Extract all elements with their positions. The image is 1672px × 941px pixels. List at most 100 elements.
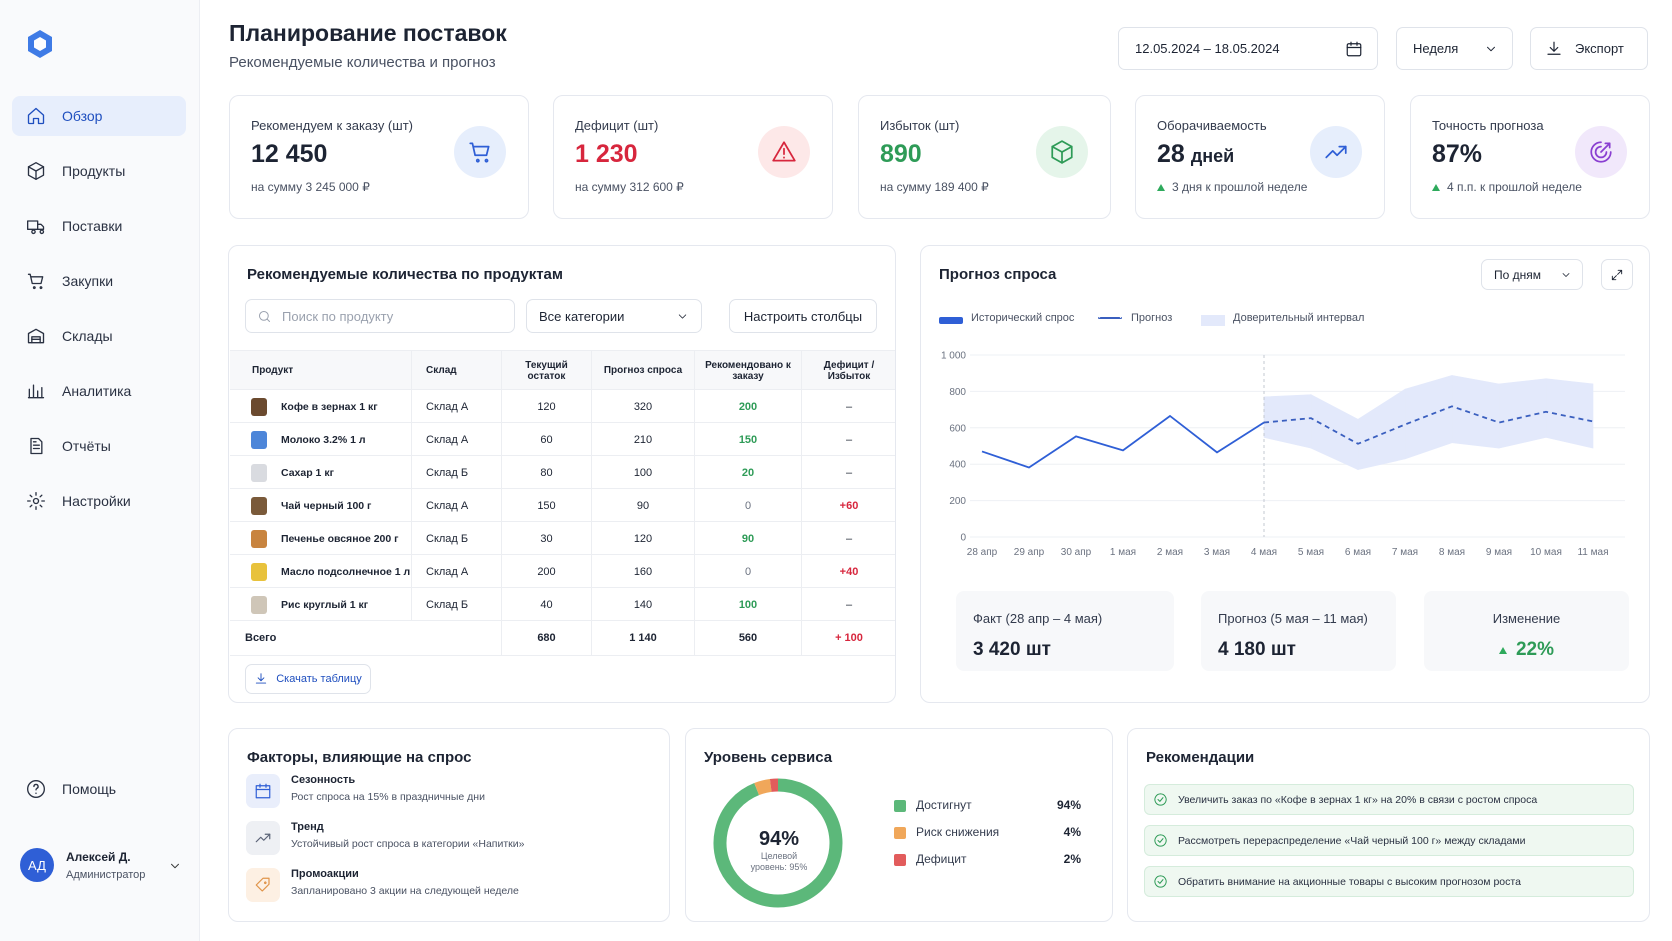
icon-shape [255,877,270,892]
icon-shape [1611,269,1623,280]
granularity-select[interactable]: По дням [1481,259,1583,290]
search-icon [259,310,270,322]
nav-item[interactable]: Настройки [12,481,186,521]
summary-value: 3 420 шт [973,639,1051,660]
icon-shape [772,141,796,162]
icon [772,141,796,162]
columns-button[interactable]: Настроить столбцы [729,299,877,333]
nav-item[interactable]: Склады [12,316,186,356]
factor-text: Запланировано 3 акции на следующей недел… [291,885,519,897]
table-cell: 140 [591,588,694,621]
kpi-note: на сумму 189 400 ₽ [880,180,989,194]
table-cell: 320 [591,390,694,423]
icon-shape [27,107,45,125]
product-image [251,497,267,515]
icon-shape [33,783,39,795]
icon-shape [1346,42,1362,56]
forecast-title: Прогноз спроса [939,266,1057,283]
kpi-value: 890 [880,140,922,168]
recommendation-text: Обратить внимание на акционные товары с … [1178,875,1521,888]
kpi-label: Рекомендуем к заказу (шт) [251,118,413,133]
recommendation-item[interactable]: Увеличить заказ по «Кофе в зернах 1 кг» … [1144,784,1634,815]
legend-swatch [939,317,963,324]
nav-item[interactable]: Продукты [12,151,186,191]
icon [27,328,45,344]
kpi-icon [758,126,810,178]
column-header: Дефицит / Избыток [801,351,895,390]
table-cell: 100 [591,456,694,489]
summary-label: Факт (28 апр – 4 мая) [973,611,1103,626]
table-cell: 0 [694,555,801,588]
product-image [251,530,267,548]
period-select[interactable]: Неделя [1396,27,1513,70]
kpi-icon [1575,126,1627,178]
search-input[interactable]: Поиск по продукту [245,299,515,333]
summary-box: Изменение 22% [1424,591,1629,671]
factor-icon [246,774,280,808]
recommendation-item[interactable]: Обратить внимание на акционные товары с … [1144,866,1634,897]
product-image [251,464,267,482]
nav-item[interactable]: Аналитика [12,371,186,411]
kpi-note-wrap: на сумму 189 400 ₽ [880,180,989,194]
legend-label: Достигнут [916,798,972,812]
help-link[interactable]: Помощь [12,769,186,809]
legend-value: 94% [1056,798,1081,812]
icon-shape [256,673,267,684]
nav-label: Аналитика [62,383,132,399]
nav-item[interactable]: Поставки [12,206,186,246]
kpi-card: Точность прогноза 87% 4 п.п. к прошлой нед… [1410,95,1650,219]
legend-label: Прогноз [1131,312,1173,324]
icon [469,142,490,163]
expand-button[interactable] [1601,259,1633,290]
total-label: Всего [245,632,277,644]
recommendation-item[interactable]: Рассмотреть перераспределение «Чай черны… [1144,825,1634,856]
page-subtitle: Рекомендуемые количества и прогноз [229,54,496,71]
date-picker[interactable]: 12.05.2024 – 18.05.2024 [1118,27,1378,70]
table-cell: 0 [694,489,801,522]
forecast-card: Прогноз спроса По дням Исторический спро… [920,245,1650,703]
product-name: Рис круглый 1 кг [281,598,369,611]
icon-shape [27,273,44,285]
category-filter[interactable]: Все категории [526,299,702,333]
icon-shape [475,158,489,163]
table-cell: Склад Б [411,522,501,555]
kpi-value-wrap: 890 [880,140,922,169]
export-button[interactable]: Экспорт [1530,27,1648,70]
legend-swatch [1201,315,1225,326]
kpi-note: на сумму 3 245 000 ₽ [251,180,370,194]
icon-shape [1325,145,1347,159]
table-cell: 60 [501,423,591,456]
user-avatar: АД [20,848,54,882]
kpi-icon [1036,126,1088,178]
download-button[interactable]: Скачать таблицу [245,664,371,694]
icon [27,107,45,125]
icon-shape [1154,875,1167,888]
kpi-value-wrap: 1 230 [575,140,638,169]
table-cell: 80 [501,456,591,489]
icon [27,220,45,235]
icon-shape [27,492,45,510]
factor-icon [246,868,280,902]
summary-box: Прогноз (5 мая – 11 мая) 4 180 шт [1201,591,1396,671]
table-cell: 150 [694,423,801,456]
table-header: Продукт Склад Текущий остаток Прогноз спрос… [230,350,895,390]
product-name: Чай черный 100 г [281,499,372,512]
icon-shape [1487,46,1495,51]
nav-item[interactable]: Обзор [12,96,186,136]
factor-text: Рост спроса на 15% в праздничные дни [291,791,485,803]
column-header: Продукт [252,365,294,376]
kpi-card: Дефицит (шт) 1 230 на сумму 312 600 ₽ [553,95,833,219]
search-placeholder: Поиск по продукту [282,308,394,324]
icon-shape [678,313,687,319]
service-card: Уровень сервиса 94% Целевой уровень: 95% Д… [685,728,1113,922]
kpi-value: 12 450 [251,140,328,168]
nav-item[interactable]: Закупки [12,261,186,301]
nav-label: Склады [62,328,113,344]
table-cell: 20 [694,456,801,489]
table-title: Рекомендуемые количества по продуктам [247,266,563,283]
table-row: Сахар 1 кг Склад Б 80 100 20– [230,455,895,489]
kpi-label: Дефицит (шт) [575,118,659,133]
user-menu[interactable] [168,859,182,873]
icon-shape [1157,838,1164,843]
nav-item[interactable]: Отчёты [12,426,186,466]
